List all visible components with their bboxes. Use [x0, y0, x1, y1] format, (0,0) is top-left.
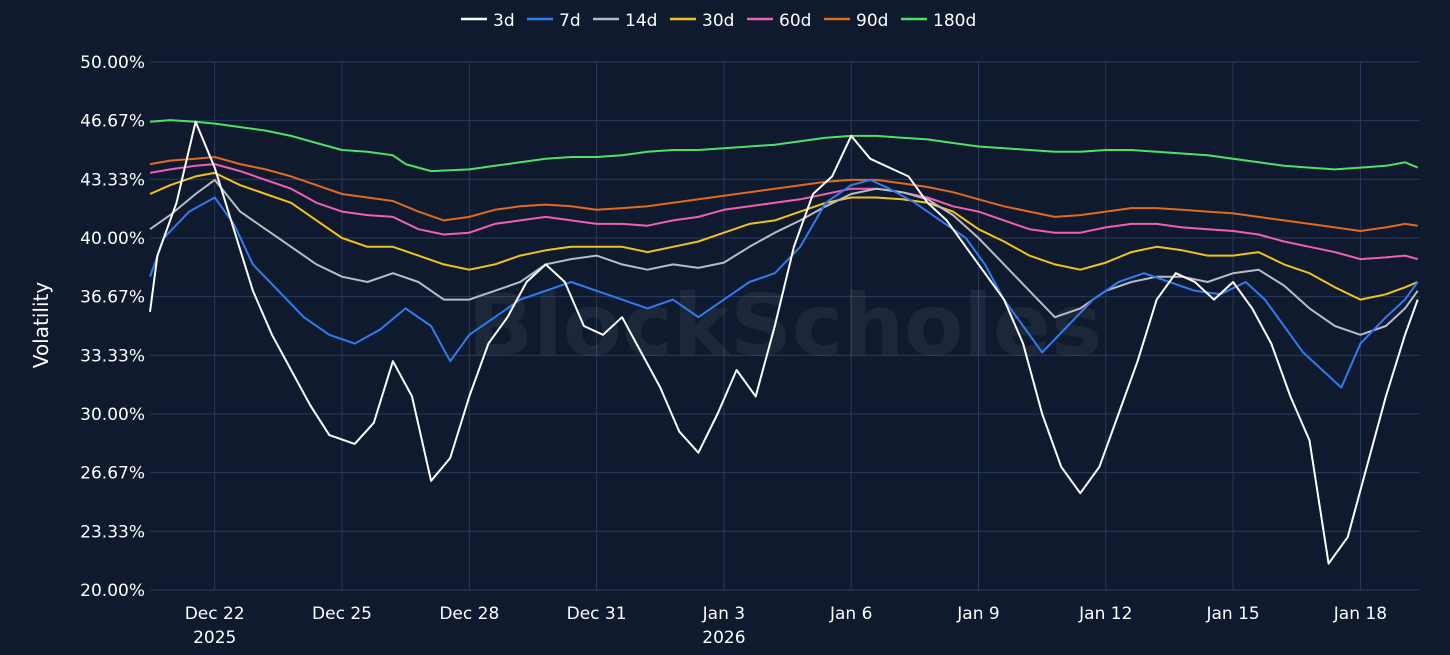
y-tick-label: 50.00%	[80, 53, 145, 73]
series-line-90d	[149, 156, 1418, 232]
legend-item-3d[interactable]: 3d	[461, 11, 515, 31]
series-line-60d	[149, 163, 1418, 261]
x-tick-label: Jan 18	[1333, 604, 1387, 624]
series-line-14d	[149, 178, 1419, 336]
y-tick-label: 46.67%	[80, 112, 145, 132]
legend-item-60d[interactable]: 60d	[747, 11, 811, 31]
series-layer	[149, 119, 1419, 565]
legend-item-14d[interactable]: 14d	[593, 11, 657, 31]
x-axis: Dec 22 2025 Dec 25 Dec 28 Dec 31 Jan 3 2026 Jan…	[185, 604, 1387, 648]
series-line-3d	[149, 120, 1419, 565]
y-tick-label: 40.00%	[80, 229, 145, 249]
y-axis-label: Volatility	[29, 282, 53, 369]
legend-label: 30d	[702, 11, 734, 31]
series-line-7d	[149, 178, 1419, 389]
y-tick-label: 36.67%	[80, 288, 145, 308]
legend-label: 14d	[625, 11, 657, 31]
legend-item-180d[interactable]: 180d	[901, 11, 976, 31]
x-tick-label: Dec 25	[312, 604, 372, 624]
watermark: BlockScholes	[468, 276, 1103, 376]
legend-label: 90d	[856, 11, 888, 31]
x-tick-label: Jan 6	[829, 604, 872, 624]
x-tick-label: Jan 12	[1078, 604, 1132, 624]
legend-label: 180d	[933, 11, 976, 31]
y-tick-label: 26.67%	[80, 464, 145, 484]
x-tick-label: Dec 22	[185, 604, 245, 624]
x-tick-label: Jan 9	[956, 604, 999, 624]
legend-item-30d[interactable]: 30d	[670, 11, 734, 31]
legend-label: 60d	[779, 11, 811, 31]
x-tick-year-label: 2025	[193, 628, 236, 648]
y-tick-label: 43.33%	[80, 170, 145, 190]
series-line-30d	[149, 171, 1419, 301]
series-line-180d	[149, 119, 1419, 173]
legend-label: 3d	[493, 11, 515, 31]
y-tick-label: 30.00%	[80, 405, 145, 425]
legend: 3d 7d 14d 30d 60d 90d 180d	[461, 11, 976, 31]
y-tick-label: 23.33%	[80, 522, 145, 542]
y-axis: 50.00% 46.67% 43.33% 40.00% 36.67% 33.33% 30.0…	[80, 53, 145, 601]
x-tick-year-label: 2026	[702, 628, 745, 648]
x-tick-label: Jan 15	[1205, 604, 1259, 624]
y-tick-label: 33.33%	[80, 346, 145, 366]
x-tick-label: Jan 3	[702, 604, 745, 624]
x-tick-label: Dec 28	[439, 604, 499, 624]
legend-label: 7d	[559, 11, 581, 31]
legend-item-7d[interactable]: 7d	[527, 11, 581, 31]
legend-item-90d[interactable]: 90d	[824, 11, 888, 31]
x-tick-label: Dec 31	[567, 604, 627, 624]
y-tick-label: 20.00%	[80, 581, 145, 601]
